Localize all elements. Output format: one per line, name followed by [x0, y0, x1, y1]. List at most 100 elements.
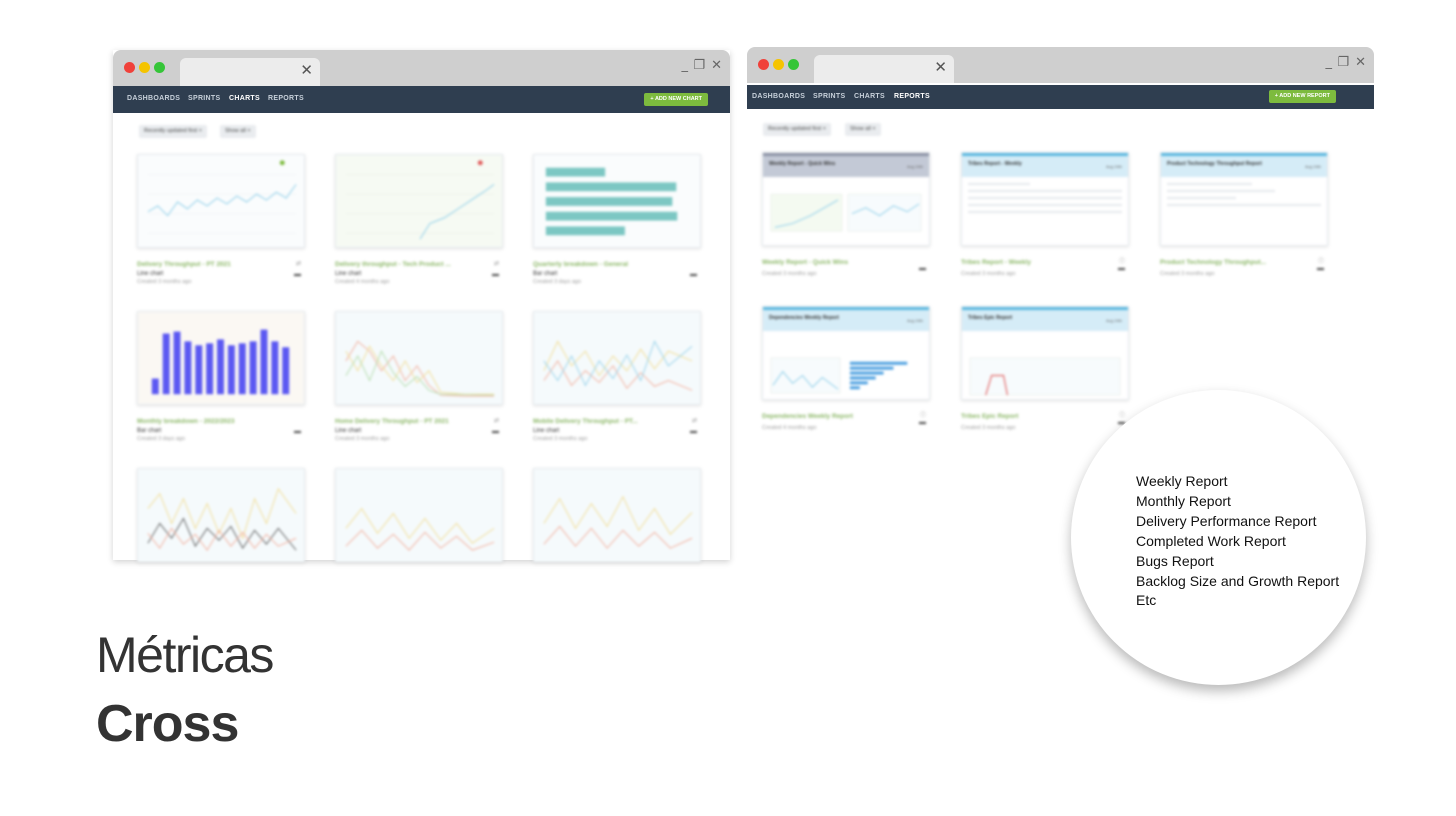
- card-type: Line chart: [533, 428, 560, 434]
- card-title[interactable]: Delivery throughput - Tech Product ...: [335, 261, 451, 268]
- reports-content: Recently updated first × Show all × Week…: [747, 109, 1374, 447]
- close-icon[interactable]: ✕: [711, 58, 722, 73]
- nav-sprints[interactable]: SPRINTS: [188, 95, 221, 102]
- maximize-window-icon[interactable]: [788, 59, 799, 70]
- more-menu-icon[interactable]: [1317, 268, 1324, 270]
- card-title[interactable]: Quarterly breakdown - General: [533, 261, 629, 268]
- more-menu-icon[interactable]: [1118, 422, 1125, 424]
- minimize-window-icon[interactable]: [139, 62, 150, 73]
- report-header: Dependencies Weekly Report Aug 24th: [763, 307, 929, 331]
- show-all-filter-chip[interactable]: Show all ×: [845, 123, 881, 136]
- card-title[interactable]: Product Technology Throughput...: [1160, 259, 1267, 266]
- line-chart-thumbnail: [335, 154, 503, 248]
- card-meta: Created 3 days ago: [137, 436, 186, 442]
- show-all-filter-chip[interactable]: Show all ×: [220, 125, 256, 138]
- report-card[interactable]: Product Technology Throughput Report Aug …: [1160, 152, 1328, 277]
- line-chart-thumbnail: [137, 468, 305, 562]
- card-meta: Created 4 months ago: [335, 279, 390, 285]
- report-card[interactable]: Weekly Report - Quick Wins Aug 24th Weekl…: [762, 152, 930, 277]
- report-card[interactable]: Tribes Epic Report Aug 24th Tribes Epic R…: [961, 306, 1129, 431]
- card-meta: Created 3 months ago: [335, 436, 390, 442]
- card-meta: Created 3 months ago: [961, 425, 1016, 431]
- card-title[interactable]: Tribes Epic Report: [961, 413, 1019, 420]
- card-title[interactable]: Tribes Report - Weekly: [961, 259, 1031, 266]
- report-thumbnail: Product Technology Throughput Report Aug …: [1160, 152, 1328, 246]
- browser-tab[interactable]: ✕: [180, 58, 320, 86]
- app-navbar: DASHBOARDS SPRINTS CHARTS REPORTS + ADD …: [747, 85, 1374, 109]
- restore-icon[interactable]: ❐: [1337, 55, 1349, 70]
- nav-reports[interactable]: REPORTS: [268, 95, 304, 102]
- report-card[interactable]: Tribes Report - Weekly Aug 24th Tribes Re…: [961, 152, 1129, 277]
- minimize-icon[interactable]: _: [681, 58, 689, 73]
- line-chart-thumbnail: [335, 311, 503, 405]
- nav-charts[interactable]: CHARTS: [854, 93, 885, 100]
- bar-chart-thumbnail: [533, 154, 701, 248]
- close-icon[interactable]: ✕: [1355, 55, 1366, 70]
- reports-browser-window: ✕ _ ❐ ✕ DASHBOARDS SPRINTS CHARTS REPORT…: [747, 47, 1374, 447]
- chart-card[interactable]: Delivery throughput - Tech Product ... L…: [335, 154, 503, 285]
- card-meta: Created 3 months ago: [533, 436, 588, 442]
- share-icon[interactable]: ⇄: [295, 261, 301, 267]
- nav-dashboards[interactable]: DASHBOARDS: [752, 93, 806, 100]
- chart-card[interactable]: [335, 468, 503, 562]
- card-title[interactable]: Mobile Delivery Throughput - PT...: [533, 418, 638, 425]
- nav-sprints[interactable]: SPRINTS: [813, 93, 846, 100]
- more-menu-icon[interactable]: [919, 422, 926, 424]
- report-type-item: Etc: [1136, 592, 1157, 609]
- nav-charts[interactable]: CHARTS: [229, 95, 260, 102]
- card-title[interactable]: Dependencies Weekly Report: [762, 413, 853, 420]
- report-thumbnail: Tribes Report - Weekly Aug 24th: [961, 152, 1129, 246]
- sort-filter-chip[interactable]: Recently updated first ×: [763, 123, 831, 136]
- report-header: Tribes Report - Weekly Aug 24th: [962, 153, 1128, 177]
- line-chart-thumbnail: [137, 154, 305, 248]
- restore-icon[interactable]: ❐: [693, 58, 705, 73]
- maximize-window-icon[interactable]: [154, 62, 165, 73]
- more-menu-icon[interactable]: [1118, 268, 1125, 270]
- card-title[interactable]: Delivery Throughput - PT 2021: [137, 261, 231, 268]
- charts-browser-window: ✕ _ ❐ ✕ DASHBOARDS SPRINTS CHARTS REPORT…: [113, 50, 730, 562]
- more-menu-icon[interactable]: [294, 431, 301, 433]
- share-icon[interactable]: ⇄: [493, 418, 499, 424]
- browser-tab[interactable]: ✕: [814, 55, 954, 83]
- add-new-chart-button[interactable]: + ADD NEW CHART: [644, 93, 708, 106]
- nav-dashboards[interactable]: DASHBOARDS: [127, 95, 181, 102]
- card-title[interactable]: Weekly Report - Quick Wins: [762, 259, 849, 266]
- chart-card[interactable]: Delivery Throughput - PT 2021 Line chart…: [137, 154, 305, 285]
- card-type: Line chart: [335, 428, 362, 434]
- more-menu-icon[interactable]: [690, 431, 697, 433]
- more-menu-icon[interactable]: [492, 274, 499, 276]
- more-menu-icon[interactable]: [690, 274, 697, 276]
- card-title[interactable]: Home Delivery Throughput - PT 2021: [335, 418, 449, 425]
- report-card[interactable]: Dependencies Weekly Report Aug 24th Depen…: [762, 306, 930, 431]
- report-type-item: Completed Work Report: [1136, 532, 1286, 549]
- minimize-icon[interactable]: _: [1325, 55, 1333, 70]
- more-menu-icon[interactable]: [492, 431, 499, 433]
- report-header: Tribes Epic Report Aug 24th: [962, 307, 1128, 331]
- share-icon[interactable]: ⇄: [493, 261, 499, 267]
- chart-card[interactable]: Home Delivery Throughput - PT 2021 Line …: [335, 311, 503, 442]
- nav-reports[interactable]: REPORTS: [894, 93, 930, 100]
- info-icon[interactable]: ⓘ: [1118, 259, 1125, 265]
- close-tab-icon[interactable]: ✕: [300, 62, 313, 79]
- info-icon[interactable]: ⓘ: [919, 413, 926, 419]
- minimize-window-icon[interactable]: [773, 59, 784, 70]
- more-menu-icon[interactable]: [294, 274, 301, 276]
- chart-card[interactable]: Quarterly breakdown - General Bar chart …: [533, 154, 701, 285]
- close-window-icon[interactable]: [758, 59, 769, 70]
- chart-card[interactable]: Monthly breakdown - 2022/2023 Bar chart …: [137, 311, 305, 442]
- card-title[interactable]: Monthly breakdown - 2022/2023: [137, 418, 235, 425]
- more-menu-icon[interactable]: [919, 268, 926, 270]
- report-type-item: Bugs Report: [1136, 552, 1214, 569]
- sort-filter-chip[interactable]: Recently updated first ×: [139, 125, 207, 138]
- chart-card[interactable]: [137, 468, 305, 562]
- report-type-item: Backlog Size and Growth Report: [1136, 572, 1340, 589]
- add-new-report-button[interactable]: + ADD NEW REPORT: [1268, 90, 1336, 103]
- chart-card[interactable]: Mobile Delivery Throughput - PT... Line …: [533, 311, 701, 442]
- close-tab-icon[interactable]: ✕: [934, 59, 947, 76]
- info-icon[interactable]: ⓘ: [1317, 259, 1324, 265]
- info-icon[interactable]: ⓘ: [1118, 413, 1125, 419]
- line-chart-thumbnail: [335, 468, 503, 562]
- close-window-icon[interactable]: [124, 62, 135, 73]
- chart-card[interactable]: [533, 468, 701, 562]
- share-icon[interactable]: ⇄: [691, 418, 697, 424]
